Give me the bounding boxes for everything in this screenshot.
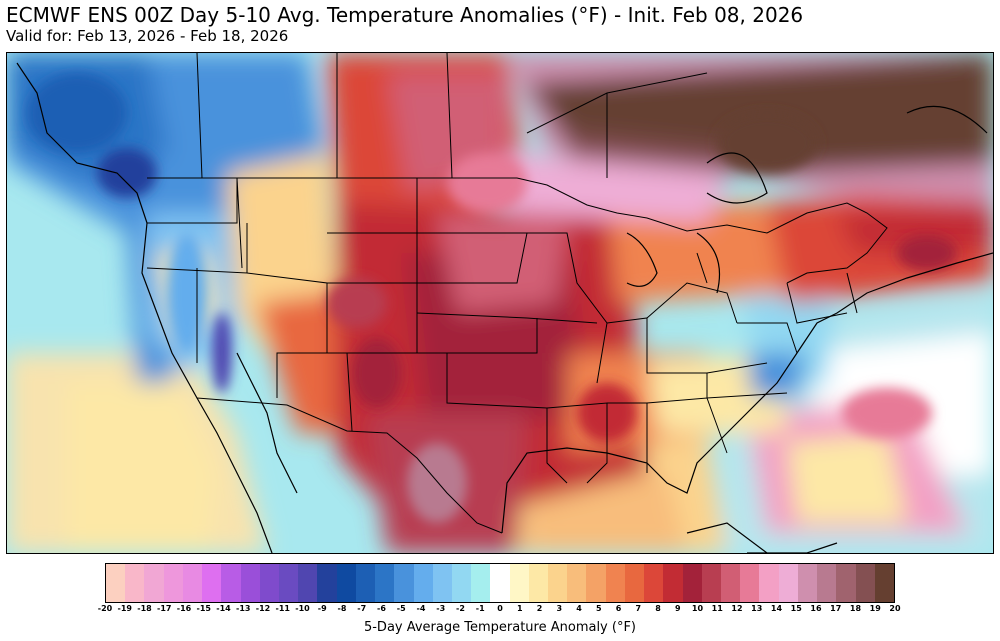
colorbar-swatch (663, 564, 683, 602)
colorbar-tick-label: -13 (236, 604, 251, 613)
colorbar-swatch (317, 564, 337, 602)
colorbar-tick-label: 13 (751, 604, 763, 613)
colorbar-swatch (375, 564, 395, 602)
colorbar-swatch (202, 564, 222, 602)
colorbar-tick-label: -17 (157, 604, 172, 613)
colorbar-tick-label: -4 (416, 604, 426, 613)
colorbar-tick-label: 15 (790, 604, 802, 613)
colorbar-swatch (471, 564, 491, 602)
colorbar-swatch (394, 564, 414, 602)
colorbar-tick-label: 20 (889, 604, 901, 613)
colorbar-swatch (874, 564, 894, 602)
colorbar-tick-label: 17 (830, 604, 842, 613)
colorbar-tick-label: 2 (536, 604, 543, 613)
colorbar-swatch (278, 564, 299, 602)
colorbar-ticks: -20 -19 -18 -17 -16 -15 -14 -13 -12 -11 -10 -9 -8 -7-… (98, 604, 901, 618)
colorbar-swatch (490, 564, 510, 602)
colorbar-tick-label: 19 (869, 604, 881, 613)
colorbar-tick-label: -14 (216, 604, 231, 613)
colorbar-tick-label: 18 (849, 604, 862, 613)
colorbar-swatch (125, 564, 145, 602)
colorbar-swatch (451, 564, 472, 602)
colorbar-tick-label: -19 (117, 604, 132, 613)
colorbar-swatch (759, 564, 779, 602)
coastlines (16, 62, 993, 553)
colorbar-swatch (432, 564, 452, 602)
colorbar-swatch (509, 564, 529, 602)
colorbar-swatch (797, 564, 818, 602)
colorbar-tick-label: 8 (655, 604, 661, 613)
colorbar-swatch (682, 564, 702, 602)
map-title: ECMWF ENS 00Z Day 5-10 Avg. Temperature … (6, 3, 804, 27)
colorbar-swatch (106, 564, 126, 602)
colorbar-tick-label: -9 (317, 604, 327, 613)
colorbar-swatch (413, 564, 433, 602)
colorbar-tick-label: -11 (275, 604, 290, 613)
colorbar-swatch (817, 564, 837, 602)
colorbar-tick-label: -8 (337, 604, 347, 613)
colorbar-swatch (855, 564, 875, 602)
colorbar-tick-label: 0 (497, 604, 503, 613)
colorbar-swatch (644, 564, 664, 602)
anomaly-map-canvas (7, 53, 993, 553)
colorbar-swatch (740, 564, 760, 602)
colorbar-swatch (259, 564, 279, 602)
colorbar-tick-label: -16 (176, 604, 192, 613)
colorbar-tick-label: -5 (396, 604, 406, 613)
colorbar-tick-label: 16 (810, 604, 822, 613)
colorbar-tick-label: -15 (196, 604, 211, 613)
colorbar-tick-label: 9 (674, 604, 681, 613)
colorbar-tick-label: 3 (556, 604, 563, 613)
colorbar-swatch (567, 564, 587, 602)
colorbar-swatch (605, 564, 625, 602)
colorbar-swatch (221, 564, 241, 602)
colorbar-swatch (548, 564, 568, 602)
colorbar-swatch (163, 564, 183, 602)
anomaly-detail-field (27, 73, 957, 523)
colorbar-tick-label: -20 (97, 604, 113, 613)
colorbar-swatch (298, 564, 318, 602)
colorbar-swatch (528, 564, 549, 602)
colorbar-swatch (624, 564, 645, 602)
colorbar-tick-label: 10 (691, 604, 704, 613)
colorbar-tick-label: -10 (295, 604, 310, 613)
colorbar-tick-label: -6 (377, 604, 386, 613)
colorbar-tick-label: -1 (475, 604, 485, 613)
colorbar-swatch (182, 564, 203, 602)
colorbar-tick-label: -18 (137, 604, 152, 613)
colorbar-tick-label: -12 (255, 604, 271, 613)
political-borders (146, 53, 888, 534)
colorbar-tick-label: 14 (770, 604, 783, 613)
colorbar-label: 5-Day Average Temperature Anomaly (°F) (363, 620, 637, 635)
colorbar-swatch (586, 564, 606, 602)
colorbar-tick-label: 11 (711, 604, 723, 613)
colorbar-swatch (701, 564, 721, 602)
colorbar-tick-label: 4 (576, 604, 582, 613)
colorbar-tick-label: -2 (456, 604, 465, 613)
colorbar-swatch (355, 564, 376, 602)
colorbar-tick-label: 1 (516, 604, 523, 613)
colorbar-tick-label: -3 (436, 604, 446, 613)
colorbar-tick-label: 6 (615, 604, 622, 613)
colorbar-swatch (336, 564, 356, 602)
colorbar-tick-label: 7 (635, 604, 642, 613)
colorbar (105, 563, 895, 603)
colorbar-swatch (721, 564, 741, 602)
colorbar-tick-label: 5 (595, 604, 602, 613)
colorbar-tick-label: 12 (731, 604, 743, 613)
colorbar-swatch (240, 564, 260, 602)
colorbar-swatch (836, 564, 856, 602)
valid-dates: Valid for: Feb 13, 2026 - Feb 18, 2026 (6, 27, 289, 45)
anomaly-map (6, 52, 994, 554)
colorbar-swatch (144, 564, 164, 602)
colorbar-tick-label: -7 (357, 604, 367, 613)
colorbar-swatch (778, 564, 798, 602)
